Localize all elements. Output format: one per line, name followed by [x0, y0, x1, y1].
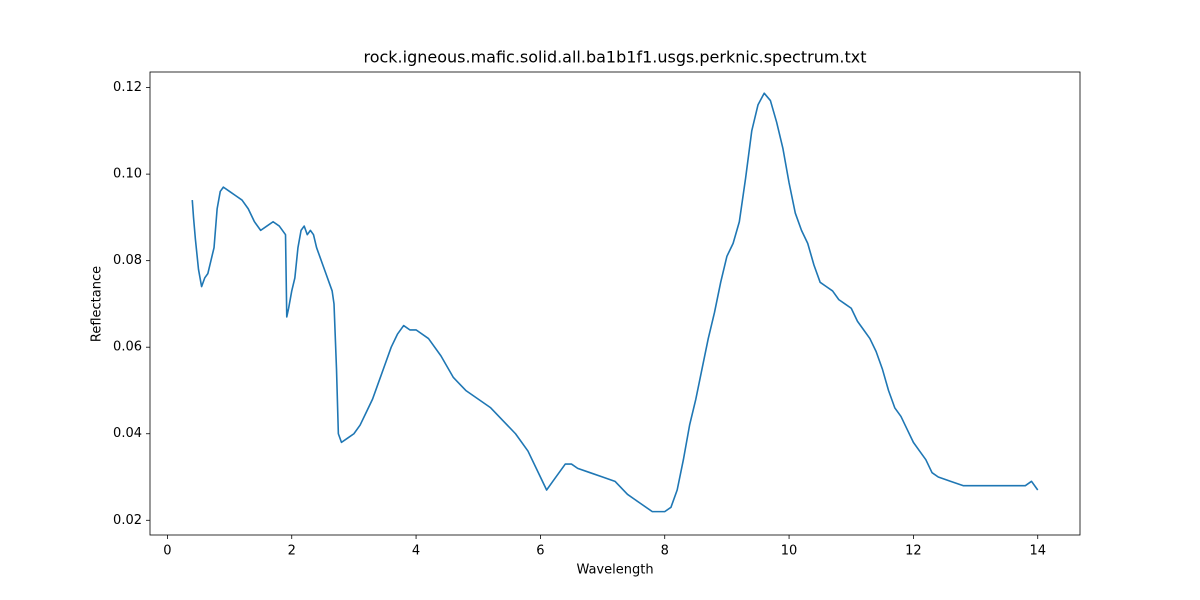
x-tick-label: 12 [905, 544, 922, 559]
y-tick-label: 0.12 [113, 80, 142, 95]
y-axis-label: Reflectance [90, 266, 105, 342]
x-axis-label: Wavelength [576, 563, 653, 578]
y-tick-label: 0.04 [113, 426, 142, 441]
y-tick-label: 0.06 [113, 340, 142, 355]
y-tick-label: 0.10 [113, 167, 142, 182]
x-tick-label: 4 [412, 544, 420, 559]
plot-frame [149, 71, 1081, 536]
x-tick-label: 14 [1029, 544, 1046, 559]
x-tick-label: 2 [288, 544, 296, 559]
x-tick-label: 10 [781, 544, 798, 559]
chart-title: rock.igneous.mafic.solid.all.ba1b1f1.usg… [363, 48, 866, 67]
x-tick-label: 8 [661, 544, 669, 559]
spectrum-line [191, 92, 1039, 513]
x-tick-label: 0 [163, 544, 171, 559]
x-tick-label: 6 [536, 544, 544, 559]
y-tick-label: 0.08 [113, 253, 142, 268]
y-tick-label: 0.02 [113, 513, 142, 528]
